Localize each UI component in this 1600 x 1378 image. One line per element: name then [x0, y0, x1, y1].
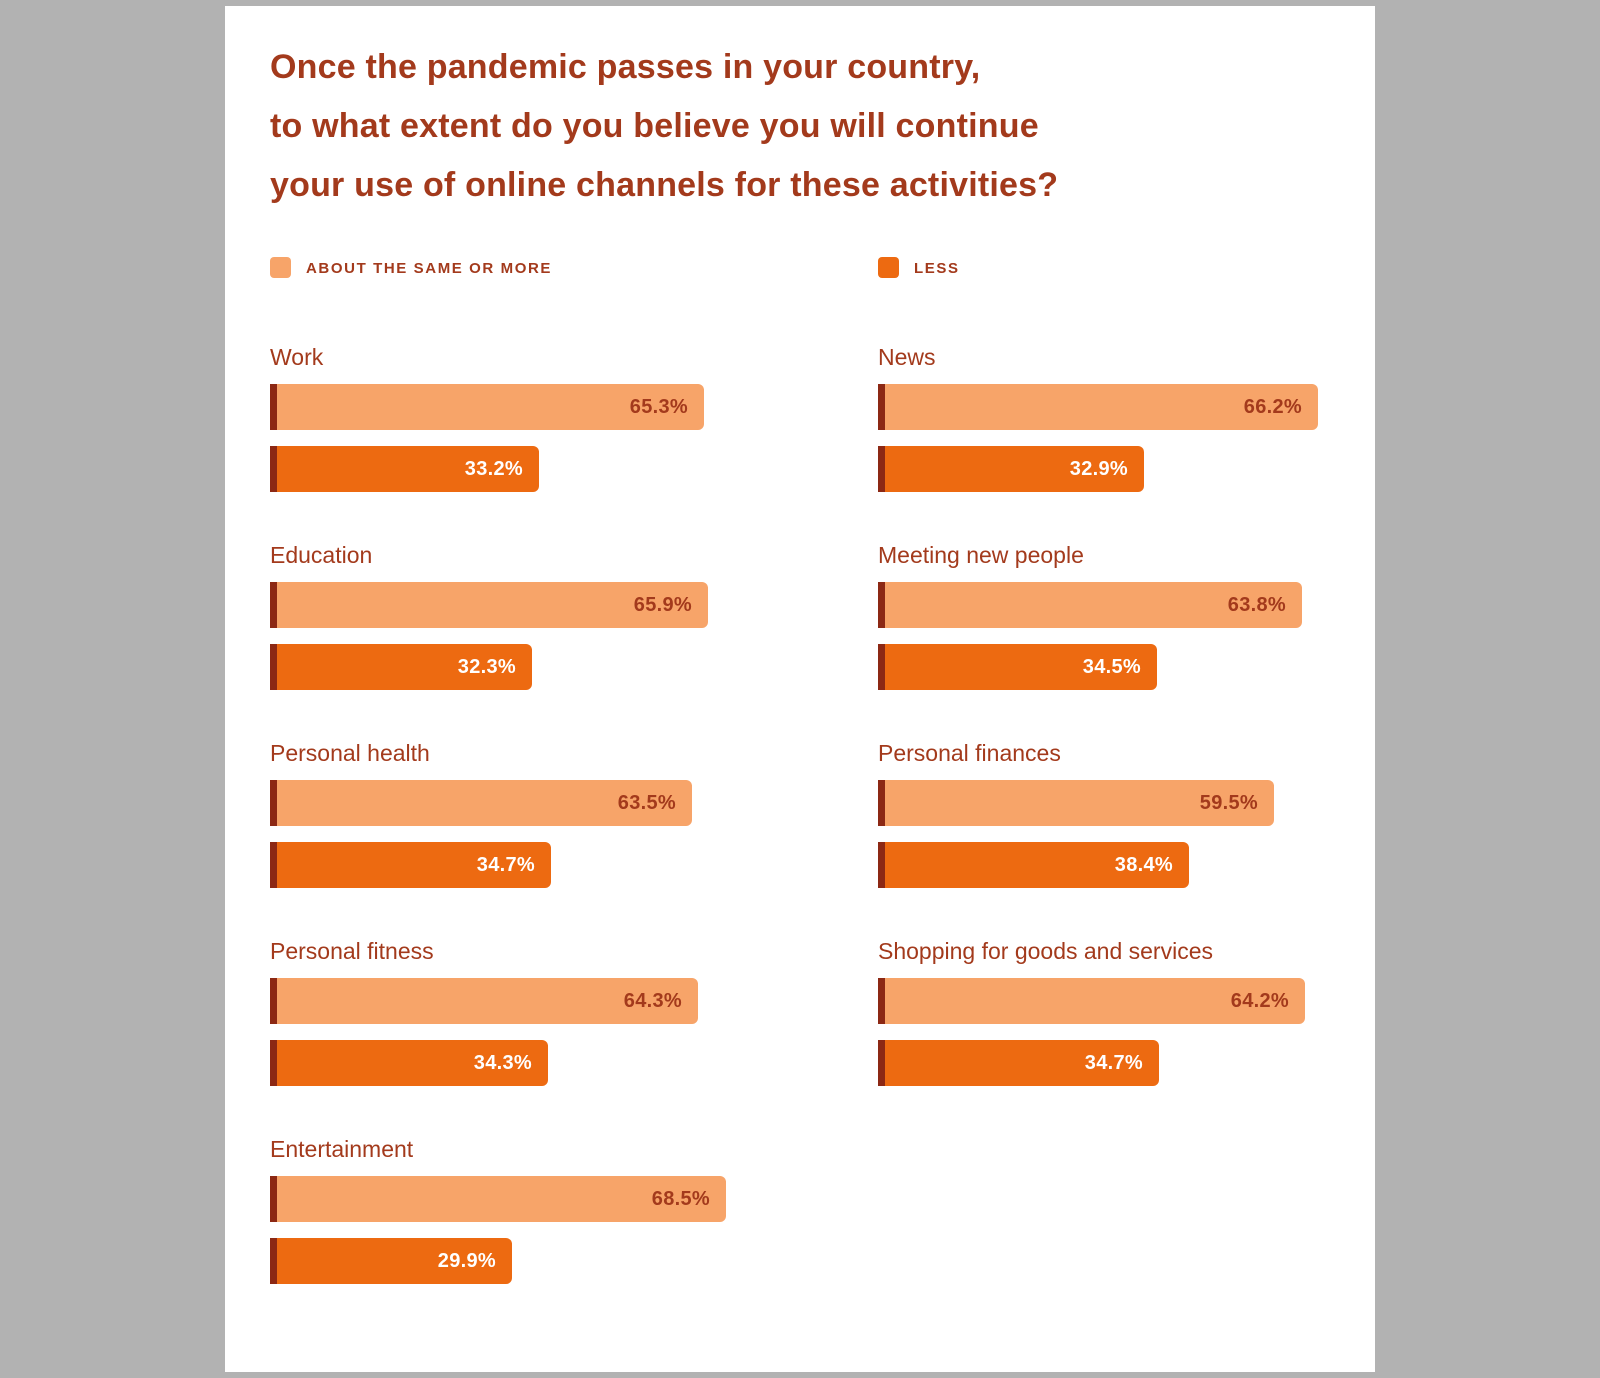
- title-line-3: your use of online channels for these ac…: [270, 166, 1059, 204]
- bar-group: Education 65.9% 32.3%: [270, 540, 878, 690]
- bar-value-label: 34.5%: [1082, 655, 1141, 678]
- bar-value-label: 34.7%: [1084, 1051, 1143, 1074]
- bar-value-label: 32.9%: [1069, 457, 1128, 480]
- bar-value-label: 63.5%: [617, 791, 676, 814]
- category-label: Education: [270, 542, 373, 568]
- category-label: Entertainment: [270, 1136, 414, 1162]
- bar-same-or-more: 64.2%: [878, 978, 1305, 1024]
- bar-group: Personal finances 59.5% 38.4%: [878, 738, 1330, 888]
- page-title: Once the pandemic passes in your country…: [270, 38, 1330, 215]
- chart-area: Work 65.3% 33.2% Education 65.9% 32.3% P…: [270, 342, 1330, 1332]
- bar-less: 34.7%: [878, 1040, 1159, 1086]
- title-line-2: to what extent do you believe you will c…: [270, 107, 1039, 145]
- bar-less: 34.7%: [270, 842, 551, 888]
- bar-group: Entertainment 68.5% 29.9%: [270, 1134, 878, 1284]
- bar-value-label: 63.8%: [1227, 593, 1286, 616]
- bar-less: 34.5%: [878, 644, 1157, 690]
- bar-same-or-more: 68.5%: [270, 1176, 726, 1222]
- legend: ABOUT THE SAME OR MORE LESS: [270, 257, 1330, 278]
- legend-item-less: LESS: [878, 257, 1330, 278]
- bar-same-or-more: 65.9%: [270, 582, 708, 628]
- bar-same-or-more: 65.3%: [270, 384, 704, 430]
- legend-swatch-same-or-more-icon: [270, 257, 291, 278]
- bar-less: 34.3%: [270, 1040, 548, 1086]
- bar-value-label: 29.9%: [437, 1249, 496, 1272]
- category-label: Personal finances: [878, 740, 1061, 766]
- infographic-card: Once the pandemic passes in your country…: [225, 6, 1375, 1372]
- bar-value-label: 68.5%: [651, 1187, 710, 1210]
- bar-value-label: 32.3%: [457, 655, 516, 678]
- bar-less: 32.3%: [270, 644, 532, 690]
- title-line-1: Once the pandemic passes in your country…: [270, 48, 981, 86]
- bar-same-or-more: 66.2%: [878, 384, 1318, 430]
- bar-value-label: 38.4%: [1114, 853, 1173, 876]
- bar-value-label: 34.3%: [473, 1051, 532, 1074]
- bar-less: 32.9%: [878, 446, 1144, 492]
- bar-value-label: 65.3%: [629, 395, 688, 418]
- legend-item-same-or-more: ABOUT THE SAME OR MORE: [270, 257, 878, 278]
- bar-group: Shopping for goods and services 64.2% 34…: [878, 936, 1330, 1086]
- bar-value-label: 34.7%: [476, 853, 535, 876]
- bar-group: News 66.2% 32.9%: [878, 342, 1330, 492]
- bar-same-or-more: 59.5%: [878, 780, 1274, 826]
- bar-value-label: 64.3%: [623, 989, 682, 1012]
- bar-group: Personal fitness 64.3% 34.3%: [270, 936, 878, 1086]
- category-label: Work: [270, 344, 324, 370]
- bar-less: 38.4%: [878, 842, 1189, 888]
- chart-column-left: Work 65.3% 33.2% Education 65.9% 32.3% P…: [270, 342, 878, 1332]
- category-label: News: [878, 344, 936, 370]
- bar-value-label: 66.2%: [1243, 395, 1302, 418]
- bar-group: Work 65.3% 33.2%: [270, 342, 878, 492]
- category-label: Meeting new people: [878, 542, 1084, 568]
- bar-value-label: 65.9%: [633, 593, 692, 616]
- bar-less: 33.2%: [270, 446, 539, 492]
- bar-value-label: 59.5%: [1199, 791, 1258, 814]
- bar-less: 29.9%: [270, 1238, 512, 1284]
- bar-group: Personal health 63.5% 34.7%: [270, 738, 878, 888]
- bar-value-label: 33.2%: [464, 457, 523, 480]
- category-label: Personal health: [270, 740, 430, 766]
- legend-label-less: LESS: [914, 260, 960, 277]
- category-label: Personal fitness: [270, 938, 434, 964]
- bar-same-or-more: 64.3%: [270, 978, 698, 1024]
- legend-swatch-less-icon: [878, 257, 899, 278]
- bar-same-or-more: 63.5%: [270, 780, 692, 826]
- bar-group: Meeting new people 63.8% 34.5%: [878, 540, 1330, 690]
- category-label: Shopping for goods and services: [878, 938, 1213, 964]
- bar-same-or-more: 63.8%: [878, 582, 1302, 628]
- legend-label-same-or-more: ABOUT THE SAME OR MORE: [306, 260, 553, 277]
- bar-value-label: 64.2%: [1230, 989, 1289, 1012]
- chart-column-right: News 66.2% 32.9% Meeting new people 63.8…: [878, 342, 1330, 1134]
